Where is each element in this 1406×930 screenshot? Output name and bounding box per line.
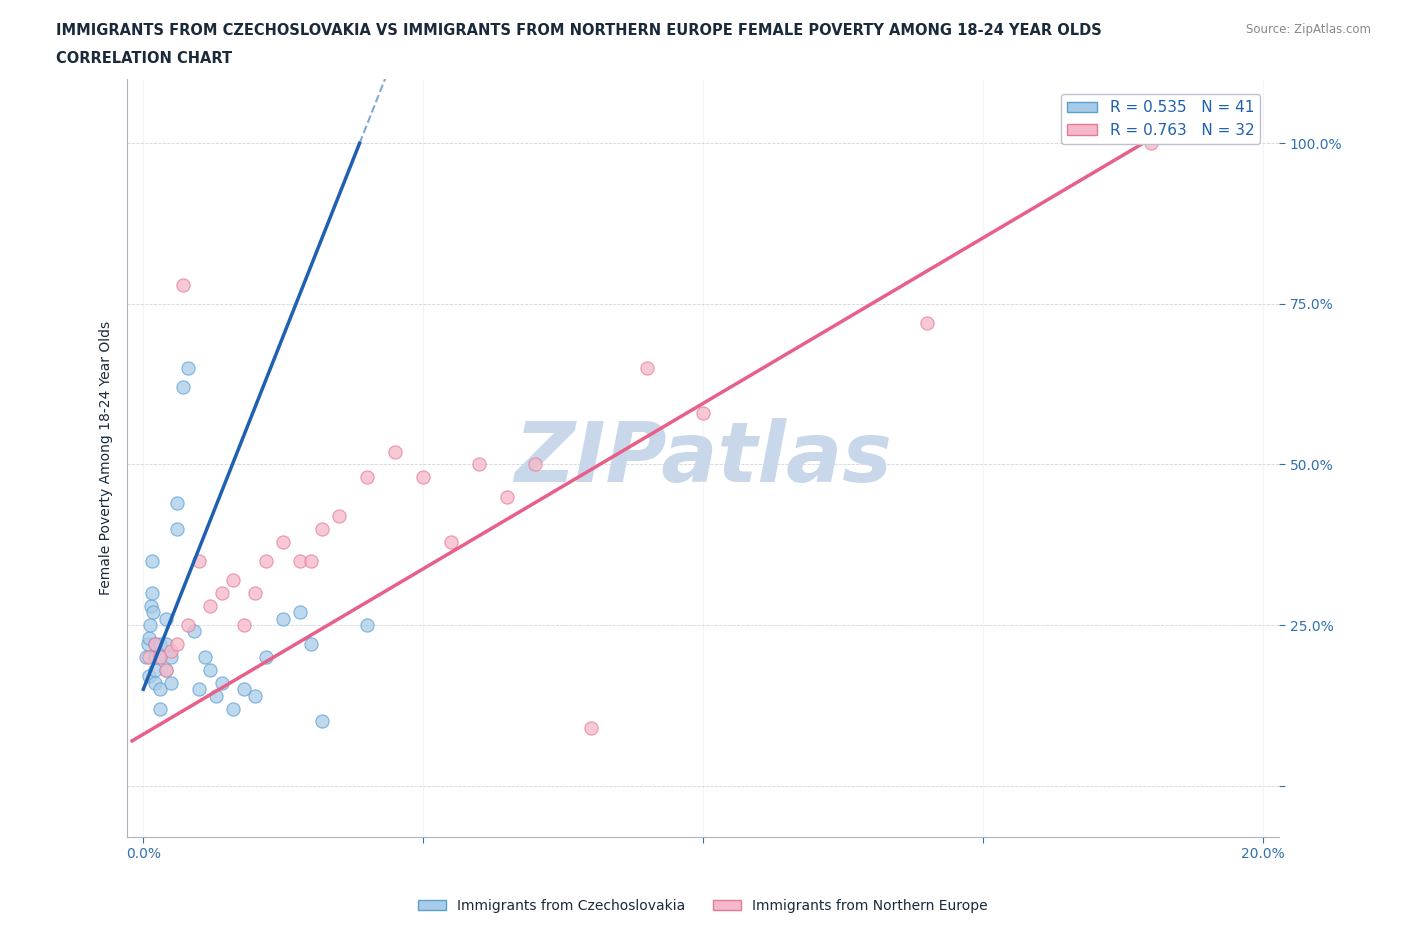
Point [256, 650, 278, 665]
Point [177, 618, 200, 632]
Text: CORRELATION CHART: CORRELATION CHART [56, 51, 232, 66]
Point [222, 573, 245, 588]
Legend: R = 0.535   N = 41, R = 0.763   N = 32: R = 0.535 N = 41, R = 0.763 N = 32 [1060, 94, 1260, 144]
Point [177, 361, 200, 376]
Point [440, 534, 463, 549]
Point [138, 631, 160, 645]
Point [1139, 136, 1161, 151]
Point [384, 445, 406, 459]
Point [233, 618, 256, 632]
Point [155, 662, 177, 677]
Point [194, 650, 217, 665]
Point [149, 682, 172, 697]
Point [271, 534, 294, 549]
Point [579, 721, 602, 736]
Point [166, 521, 188, 536]
Point [149, 650, 172, 665]
Point [636, 361, 658, 376]
Point [138, 669, 160, 684]
Point [200, 662, 222, 677]
Text: IMMIGRANTS FROM CZECHOSLOVAKIA VS IMMIGRANTS FROM NORTHERN EUROPE FEMALE POVERTY: IMMIGRANTS FROM CZECHOSLOVAKIA VS IMMIGR… [56, 23, 1102, 38]
Point [141, 586, 163, 601]
Point [200, 598, 222, 613]
Point [496, 489, 519, 504]
Point [468, 457, 491, 472]
Point [149, 701, 172, 716]
Point [412, 470, 434, 485]
Point [183, 624, 205, 639]
Point [299, 637, 322, 652]
Point [311, 521, 333, 536]
Y-axis label: Female Poverty Among 18-24 Year Olds: Female Poverty Among 18-24 Year Olds [98, 321, 112, 595]
Point [139, 598, 162, 613]
Point [188, 682, 211, 697]
Point [139, 618, 162, 632]
Point [311, 714, 333, 729]
Point [692, 405, 714, 420]
Point [136, 637, 159, 652]
Point [143, 675, 166, 690]
Point [915, 315, 938, 330]
Point [149, 650, 172, 665]
Point [135, 650, 157, 665]
Point [143, 637, 166, 652]
Point [233, 682, 256, 697]
Point [143, 637, 166, 652]
Point [155, 611, 177, 626]
Point [166, 637, 188, 652]
Point [155, 662, 177, 677]
Point [155, 637, 177, 652]
Point [524, 457, 547, 472]
Point [166, 496, 188, 511]
Point [356, 470, 378, 485]
Point [288, 604, 311, 619]
Text: Source: ZipAtlas.com: Source: ZipAtlas.com [1246, 23, 1371, 36]
Point [356, 618, 378, 632]
Point [222, 701, 245, 716]
Point [143, 650, 166, 665]
Point [245, 688, 267, 703]
Point [205, 688, 228, 703]
Point [245, 586, 267, 601]
Point [142, 604, 165, 619]
Point [138, 650, 160, 665]
Point [172, 277, 194, 292]
Point [328, 509, 350, 524]
Text: ZIPatlas: ZIPatlas [515, 418, 891, 498]
Point [149, 637, 172, 652]
Point [188, 553, 211, 568]
Point [211, 675, 233, 690]
Point [160, 650, 183, 665]
Point [141, 553, 163, 568]
Point [143, 662, 166, 677]
Point [256, 553, 278, 568]
Point [288, 553, 311, 568]
Point [299, 553, 322, 568]
Legend: Immigrants from Czechoslovakia, Immigrants from Northern Europe: Immigrants from Czechoslovakia, Immigran… [413, 894, 993, 919]
Point [160, 644, 183, 658]
Point [160, 675, 183, 690]
Point [211, 586, 233, 601]
Point [172, 380, 194, 395]
Point [271, 611, 294, 626]
